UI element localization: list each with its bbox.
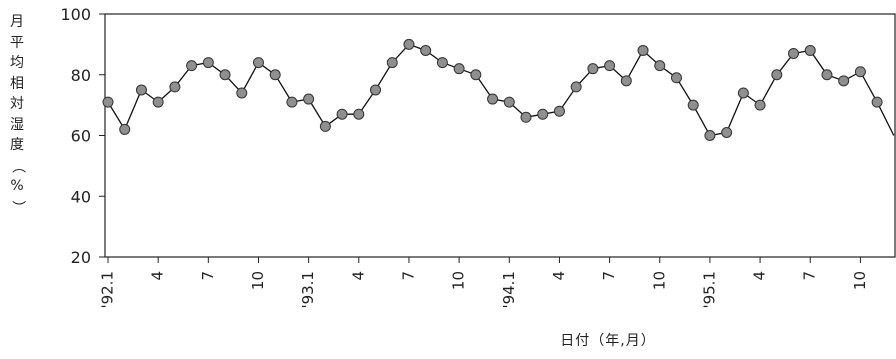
data-point — [303, 93, 315, 105]
y-axis-ticks: 20 40 60 80 100 — [60, 5, 105, 267]
data-point — [721, 126, 733, 138]
data-point — [788, 47, 800, 59]
series-polyline — [107, 43, 895, 137]
data-point — [152, 96, 164, 108]
y-tick-label: 20 — [71, 248, 91, 267]
data-point — [269, 69, 281, 81]
data-point — [620, 75, 632, 87]
x-tick-label: '94.1 — [500, 271, 518, 309]
x-tick-label: '95.1 — [700, 271, 718, 309]
data-point — [186, 60, 198, 72]
data-point — [403, 38, 415, 50]
data-point — [219, 69, 231, 81]
y-axis-label-char: （ — [9, 158, 26, 173]
data-point — [420, 44, 432, 56]
data-point — [236, 87, 248, 99]
x-tick-label: 4 — [349, 271, 367, 281]
x-tick-label: 4 — [149, 271, 167, 281]
y-axis-label-char: 相 — [10, 75, 24, 92]
data-point — [135, 84, 147, 96]
y-tick-label: 80 — [71, 66, 91, 85]
data-point — [202, 57, 214, 69]
y-axis-label-char: % — [10, 178, 24, 194]
data-point — [654, 60, 666, 72]
data-point — [537, 108, 549, 120]
y-axis-label-char: 月 — [10, 14, 24, 30]
x-tick-label: 10 — [249, 271, 267, 290]
y-axis-label-char: 均 — [10, 55, 24, 71]
data-point — [821, 69, 833, 81]
x-tick-label: '92.1 — [99, 271, 117, 309]
x-tick-label: 7 — [801, 271, 819, 281]
series-line — [107, 43, 895, 137]
data-point — [319, 120, 331, 132]
y-axis-label-char: 平 — [10, 34, 24, 51]
x-tick-label: 10 — [450, 271, 468, 290]
data-point — [252, 57, 264, 69]
x-axis-ticks: '92.1 4 7 10 '93.1 4 7 10 '94.1 4 7 10 '95.1 4 7 10 — [99, 257, 869, 309]
data-point — [687, 99, 699, 111]
data-point — [520, 111, 532, 123]
data-point — [553, 105, 565, 117]
y-axis-label-char: 度 — [10, 137, 24, 153]
plot-frame — [104, 13, 896, 258]
data-point — [386, 57, 398, 69]
data-point — [604, 60, 616, 72]
data-point — [102, 96, 114, 108]
data-point — [871, 96, 883, 108]
data-point — [570, 81, 582, 93]
x-tick-label: 4 — [751, 271, 769, 281]
data-point — [637, 44, 649, 56]
x-tick-label: '93.1 — [299, 271, 317, 309]
y-tick-label: 100 — [60, 5, 91, 24]
data-point — [470, 69, 482, 81]
data-point — [503, 96, 515, 108]
data-point — [169, 81, 181, 93]
x-tick-label: 4 — [550, 271, 568, 281]
data-point — [737, 87, 749, 99]
data-point — [804, 44, 816, 56]
y-tick-label: 40 — [71, 187, 91, 206]
x-axis-label: 日付（年,月） — [0, 330, 896, 350]
x-tick-label: 10 — [650, 271, 668, 290]
y-axis-label: 月平均相対湿度 （% ） — [6, 12, 28, 217]
y-axis-label-char: 対 — [10, 96, 24, 112]
data-point — [286, 96, 298, 108]
data-point — [453, 63, 465, 75]
data-point — [854, 66, 866, 78]
data-point — [487, 93, 499, 105]
y-axis-label-char: 湿 — [10, 116, 24, 133]
plot-frame-rect — [104, 13, 896, 258]
data-point — [754, 99, 766, 111]
data-point — [336, 108, 348, 120]
y-axis-label-char: ） — [9, 199, 26, 214]
data-point — [587, 63, 599, 75]
y-tick-label: 60 — [71, 127, 91, 146]
data-point — [370, 84, 382, 96]
data-point — [436, 57, 448, 69]
data-point — [771, 69, 783, 81]
data-point — [704, 130, 716, 141]
x-axis-label-text: 日付（年,月） — [560, 333, 656, 349]
x-tick-label: 7 — [199, 271, 217, 281]
data-point — [670, 72, 682, 84]
series-points — [102, 38, 883, 141]
data-point — [838, 75, 850, 87]
data-point — [119, 123, 131, 135]
data-point — [353, 108, 365, 120]
x-tick-label: 10 — [851, 271, 869, 290]
x-tick-label: 7 — [399, 271, 417, 281]
x-tick-label: 7 — [600, 271, 618, 281]
